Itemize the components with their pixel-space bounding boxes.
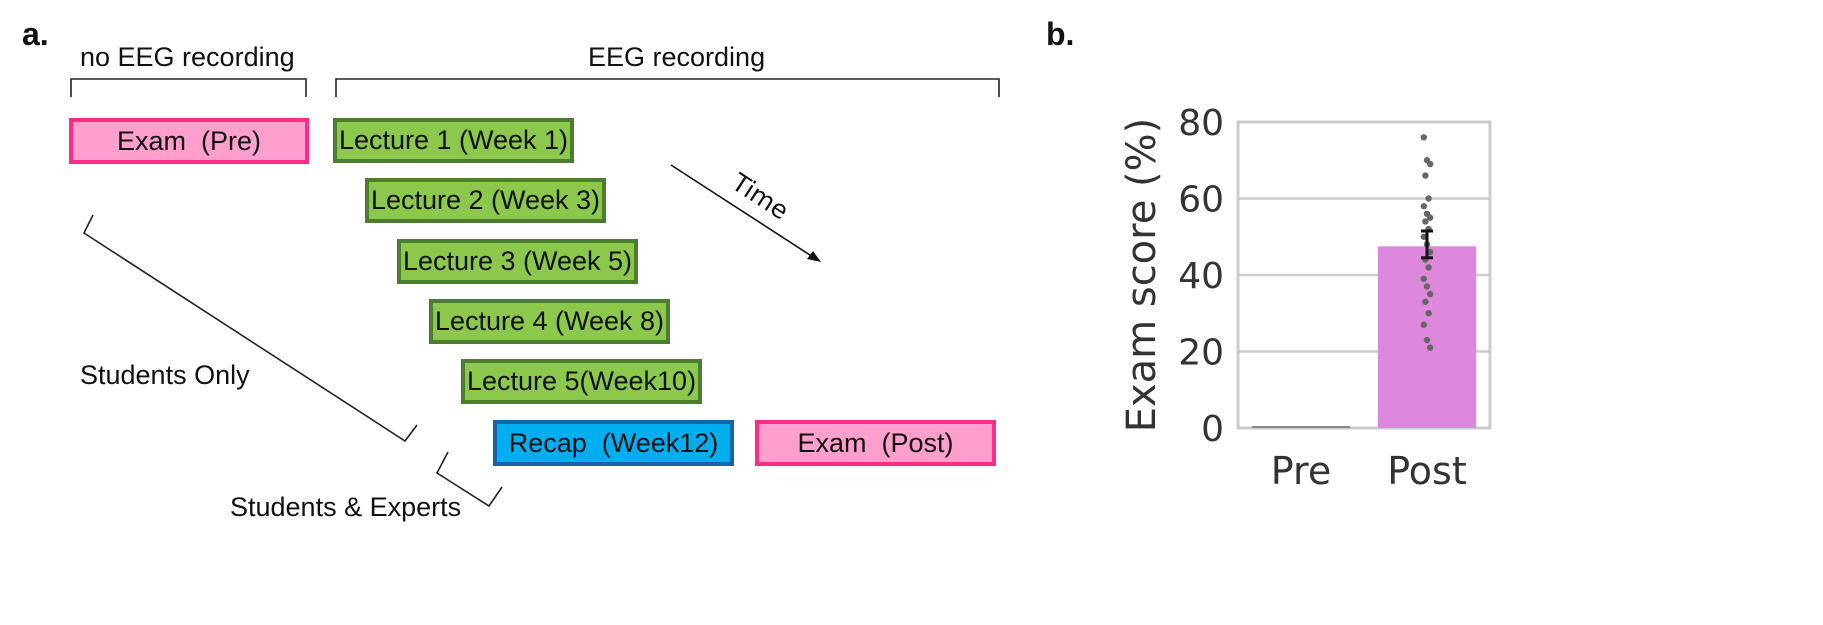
plot-frame xyxy=(1236,120,1492,430)
lecture-2-box: Lecture 2 (Week 3) xyxy=(365,178,606,223)
time-arrowhead xyxy=(807,251,821,262)
students-only-bracket xyxy=(82,214,418,443)
time-label: Time xyxy=(726,167,794,225)
lecture-5-box: Lecture 5(Week10) xyxy=(461,359,702,404)
data-point xyxy=(1420,202,1427,210)
time-arrow-line xyxy=(670,164,814,258)
lecture-1-box: Lecture 1 (Week 1) xyxy=(333,118,574,163)
panel-a-label: a. xyxy=(22,16,49,52)
data-point xyxy=(1427,160,1434,168)
data-point xyxy=(1420,134,1427,141)
data-point xyxy=(1427,290,1434,298)
data-point xyxy=(1423,283,1431,290)
y-tick-label: 0 xyxy=(1201,409,1224,450)
data-point xyxy=(1425,310,1432,317)
recap-box: Recap (Week12) xyxy=(493,420,734,466)
eeg-header: EEG recording xyxy=(588,42,766,72)
y-tick-label: 20 xyxy=(1178,333,1224,374)
data-point xyxy=(1425,264,1432,271)
no-eeg-header: no EEG recording xyxy=(80,42,295,72)
data-point xyxy=(1423,336,1431,344)
exam-pre-box: Exam (Pre) xyxy=(69,118,309,164)
data-point xyxy=(1420,321,1427,328)
students-only-label: Students Only xyxy=(80,360,250,390)
data-point xyxy=(1427,248,1434,256)
data-point xyxy=(1420,233,1427,240)
data-point xyxy=(1420,275,1427,283)
data-point xyxy=(1427,344,1434,351)
students-experts-bracket xyxy=(435,451,503,508)
data-point xyxy=(1422,172,1429,179)
panel-b-label: b. xyxy=(1046,16,1075,52)
data-point xyxy=(1422,218,1429,225)
x-tick-labels: Pre Post xyxy=(1271,449,1467,493)
lecture-3-box: Lecture 3 (Week 5) xyxy=(397,239,638,284)
data-point xyxy=(1425,195,1432,202)
data-point xyxy=(1427,214,1434,221)
lecture-4-box: Lecture 4 (Week 8) xyxy=(429,299,670,344)
data-point xyxy=(1422,298,1429,305)
error-bars xyxy=(1421,229,1433,260)
y-tick-label: 60 xyxy=(1178,180,1224,221)
y-axis-label: Exam score (%) xyxy=(1119,118,1165,433)
y-tick-labels: 0 20 40 60 80 xyxy=(1178,103,1224,450)
y-tick-label: 80 xyxy=(1178,103,1224,144)
exam-score-chart: 0 20 40 60 80 Pre Post Exam score (%) xyxy=(1119,103,1492,493)
eeg-bracket xyxy=(335,78,1000,97)
x-tick-label: Pre xyxy=(1271,449,1331,493)
exam-post-box: Exam (Post) xyxy=(755,420,996,466)
x-tick-label: Post xyxy=(1387,449,1467,493)
bars xyxy=(1251,246,1477,428)
students-experts-label: Students & Experts xyxy=(230,492,462,522)
y-tick-label: 40 xyxy=(1178,256,1224,297)
panel-a-lines: Time xyxy=(70,78,1000,508)
no-eeg-bracket xyxy=(70,78,307,97)
